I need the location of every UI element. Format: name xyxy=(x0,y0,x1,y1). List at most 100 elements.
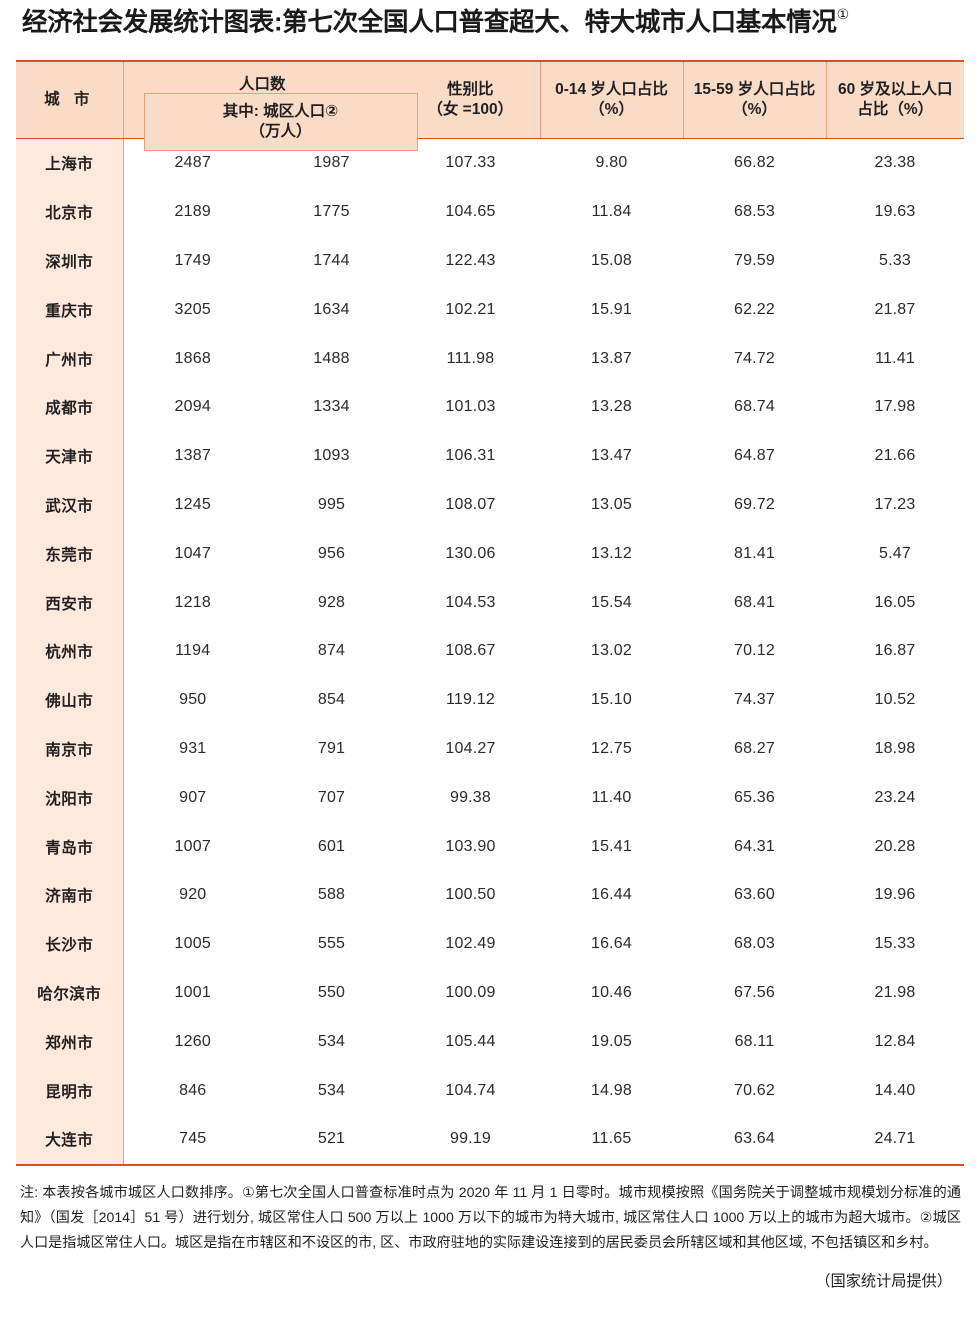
cell-city: 哈尔滨市 xyxy=(16,968,124,1018)
page-title: 经济社会发展统计图表:第七次全国人口普查超大、特大城市人口基本情况① xyxy=(16,0,964,36)
cell-population: 1007 xyxy=(123,822,262,871)
table-body: 上海市 2487 1987 107.33 9.80 66.82 23.38 北京市 2189 17… xyxy=(16,138,964,1164)
cell-age-15-59: 63.60 xyxy=(683,870,826,920)
table-row: 青岛市 1007 601 103.90 15.41 64.31 20.28 xyxy=(16,822,964,871)
cell-age-0-14: 15.54 xyxy=(540,578,683,627)
cell-urban-population: 601 xyxy=(262,822,401,871)
table-row: 西安市 1218 928 104.53 15.54 68.41 16.05 xyxy=(16,578,964,627)
cell-age-60-plus: 21.98 xyxy=(826,968,964,1018)
table-row: 沈阳市 907 707 99.38 11.40 65.36 23.24 xyxy=(16,773,964,823)
cell-age-15-59: 66.82 xyxy=(683,138,826,188)
cell-age-60-plus: 5.33 xyxy=(826,236,964,286)
column-header-age-60-plus: 60 岁及以上人口 占比（%） xyxy=(826,62,964,139)
cell-urban-population: 1775 xyxy=(262,187,401,237)
cell-age-0-14: 15.08 xyxy=(540,236,683,286)
cell-urban-population: 874 xyxy=(262,626,401,676)
table-row: 大连市 745 521 99.19 11.65 63.64 24.71 xyxy=(16,1114,964,1164)
cell-age-0-14: 15.91 xyxy=(540,285,683,335)
column-header-age-0-14: 0-14 岁人口占比 （%） xyxy=(540,62,684,139)
cell-sex-ratio: 100.50 xyxy=(401,870,540,920)
title-footnote-marker: ① xyxy=(836,6,850,22)
cell-urban-population: 707 xyxy=(262,773,401,823)
cell-age-60-plus: 5.47 xyxy=(826,529,964,579)
cell-age-15-59: 64.87 xyxy=(683,431,826,481)
cell-age-15-59: 81.41 xyxy=(683,529,826,579)
cell-age-60-plus: 23.24 xyxy=(826,773,964,823)
cell-population: 1047 xyxy=(123,529,262,579)
cell-sex-ratio: 106.31 xyxy=(401,431,540,481)
cell-city: 成都市 xyxy=(16,382,124,432)
cell-age-0-14: 14.98 xyxy=(540,1066,683,1115)
cell-city: 天津市 xyxy=(16,431,124,481)
table-header: 城 市 人口数 （万人） 其中: 城区人口② （万人） xyxy=(16,62,964,151)
cell-age-0-14: 11.40 xyxy=(540,773,683,823)
cell-population: 3205 xyxy=(123,285,262,335)
cell-population: 1260 xyxy=(123,1017,262,1067)
cell-city: 武汉市 xyxy=(16,480,124,530)
cell-age-15-59: 65.36 xyxy=(683,773,826,823)
cell-city: 郑州市 xyxy=(16,1017,124,1067)
cell-age-15-59: 68.53 xyxy=(683,187,826,237)
cell-age-15-59: 70.12 xyxy=(683,626,826,676)
cell-age-60-plus: 10.52 xyxy=(826,675,964,725)
cell-city: 青岛市 xyxy=(16,822,124,871)
cell-sex-ratio: 108.07 xyxy=(401,480,540,530)
cell-age-0-14: 13.28 xyxy=(540,382,683,432)
cell-sex-ratio: 107.33 xyxy=(401,138,540,188)
cell-population: 950 xyxy=(123,675,262,725)
table-row: 天津市 1387 1093 106.31 13.47 64.87 21.66 xyxy=(16,431,964,481)
cell-age-60-plus: 21.87 xyxy=(826,285,964,335)
cell-age-60-plus: 23.38 xyxy=(826,138,964,188)
cell-city: 长沙市 xyxy=(16,919,124,969)
table-row: 郑州市 1260 534 105.44 19.05 68.11 12.84 xyxy=(16,1017,964,1067)
cell-age-60-plus: 14.40 xyxy=(826,1066,964,1115)
cell-sex-ratio: 119.12 xyxy=(401,675,540,725)
cell-city: 广州市 xyxy=(16,334,124,383)
cell-urban-population: 995 xyxy=(262,480,401,530)
cell-age-15-59: 68.11 xyxy=(683,1017,826,1067)
cell-urban-population: 928 xyxy=(262,578,401,627)
column-header-sex-ratio: 性别比 （女 =100） xyxy=(401,62,541,139)
cell-city: 上海市 xyxy=(16,138,124,188)
cell-city: 大连市 xyxy=(16,1114,124,1164)
table-row: 昆明市 846 534 104.74 14.98 70.62 14.40 xyxy=(16,1066,964,1115)
column-header-urban-line2: （万人） xyxy=(249,123,312,140)
cell-age-0-14: 16.64 xyxy=(540,919,683,969)
cell-urban-population: 534 xyxy=(262,1066,401,1115)
cell-age-15-59: 74.37 xyxy=(683,675,826,725)
cell-sex-ratio: 104.74 xyxy=(401,1066,540,1115)
cell-sex-ratio: 103.90 xyxy=(401,822,540,871)
column-header-urban-line1: 其中: 城区人口② xyxy=(222,103,339,121)
table-row: 东莞市 1047 956 130.06 13.12 81.41 5.47 xyxy=(16,529,964,579)
cell-age-0-14: 13.02 xyxy=(540,626,683,676)
cell-urban-population: 1093 xyxy=(262,431,401,481)
column-header-age-15-59: 15-59 岁人口占比 （%） xyxy=(683,62,827,139)
cell-urban-population: 854 xyxy=(262,675,401,725)
cell-urban-population: 521 xyxy=(262,1114,401,1164)
table-row: 杭州市 1194 874 108.67 13.02 70.12 16.87 xyxy=(16,626,964,676)
cell-age-15-59: 62.22 xyxy=(683,285,826,335)
cell-city: 佛山市 xyxy=(16,675,124,725)
column-header-sex-ratio-line1: 性别比 xyxy=(446,81,494,99)
cell-urban-population: 534 xyxy=(262,1017,401,1067)
cell-age-0-14: 15.10 xyxy=(540,675,683,725)
cell-age-0-14: 12.75 xyxy=(540,724,683,774)
cell-sex-ratio: 101.03 xyxy=(401,382,540,432)
cell-age-15-59: 63.64 xyxy=(683,1114,826,1164)
cell-age-60-plus: 17.98 xyxy=(826,382,964,432)
cell-sex-ratio: 104.53 xyxy=(401,578,540,627)
cell-urban-population: 956 xyxy=(262,529,401,579)
cell-age-60-plus: 16.87 xyxy=(826,626,964,676)
column-header-urban-population: 其中: 城区人口② （万人） xyxy=(143,93,418,151)
column-header-age-60-plus-line1: 60 岁及以上人口 xyxy=(837,81,953,99)
source-credit: （国家统计局提供） xyxy=(815,1272,952,1290)
table-row: 深圳市 1749 1744 122.43 15.08 79.59 5.33 xyxy=(16,236,964,286)
cell-age-60-plus: 15.33 xyxy=(826,919,964,969)
cell-sex-ratio: 102.21 xyxy=(401,285,540,335)
cell-population: 846 xyxy=(123,1066,262,1115)
page-title-text: 经济社会发展统计图表:第七次全国人口普查超大、特大城市人口基本情况 xyxy=(22,8,837,37)
cell-age-0-14: 13.12 xyxy=(540,529,683,579)
cell-population: 1218 xyxy=(123,578,262,627)
cell-age-0-14: 11.84 xyxy=(540,187,683,237)
cell-sex-ratio: 104.65 xyxy=(401,187,540,237)
